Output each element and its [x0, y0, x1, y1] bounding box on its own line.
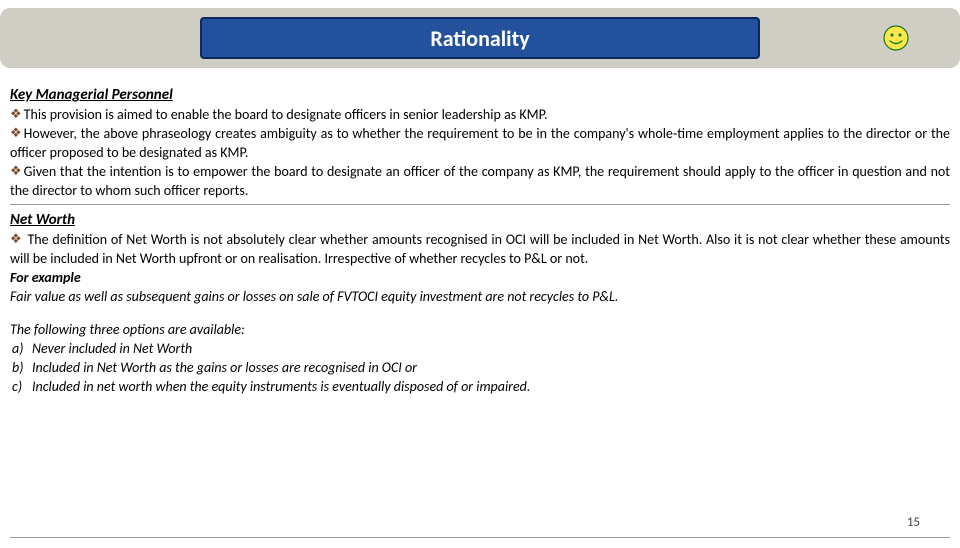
diamond-bullet-icon: ❖: [10, 163, 22, 181]
option-letter: c): [10, 378, 32, 397]
diamond-bullet-icon: ❖: [10, 125, 22, 143]
bullet-item: ❖ The definition of Net Worth is not abs…: [10, 231, 950, 269]
section-heading-networth: Net Worth: [10, 211, 950, 229]
option-text: Included in Net Worth as the gains or lo…: [32, 359, 417, 378]
bullet-item: ❖This provision is aimed to enable the b…: [10, 106, 950, 125]
section-networth: Net Worth ❖ The definition of Net Worth …: [10, 211, 950, 307]
option-item: c) Included in net worth when the equity…: [10, 378, 950, 397]
page-number: 15: [907, 515, 920, 530]
title-banner: Rationality: [0, 8, 960, 68]
diamond-bullet-icon: ❖: [10, 106, 22, 124]
page-title: Rationality: [430, 25, 529, 52]
bullet-text: The definition of Net Worth is not absol…: [10, 231, 950, 267]
content-area: Key Managerial Personnel ❖This provision…: [0, 68, 960, 397]
smiley-icon: [882, 24, 910, 52]
option-item: b) Included in Net Worth as the gains or…: [10, 359, 950, 378]
title-banner-inner: Rationality: [200, 17, 760, 59]
bullet-text: However, the above phraseology creates a…: [10, 125, 950, 161]
bullet-item: ❖Given that the intention is to empower …: [10, 163, 950, 201]
options-intro: The following three options are availabl…: [10, 321, 950, 340]
option-letter: a): [10, 340, 32, 359]
option-text: Never included in Net Worth: [32, 340, 192, 359]
example-text: Fair value as well as subsequent gains o…: [10, 288, 950, 307]
option-item: a) Never included in Net Worth: [10, 340, 950, 359]
section-heading-kmp: Key Managerial Personnel: [10, 86, 950, 104]
bullet-text: Given that the intention is to empower t…: [10, 163, 950, 199]
bullet-text: This provision is aimed to enable the bo…: [24, 106, 548, 123]
section-kmp: Key Managerial Personnel ❖This provision…: [10, 86, 950, 200]
bottom-divider: [10, 537, 950, 538]
options-block: The following three options are availabl…: [10, 321, 950, 397]
diamond-bullet-icon: ❖: [10, 231, 22, 249]
option-text: Included in net worth when the equity in…: [32, 378, 530, 397]
example-label: For example: [10, 269, 950, 288]
bullet-item: ❖However, the above phraseology creates …: [10, 125, 950, 163]
divider: [10, 204, 950, 205]
option-letter: b): [10, 359, 32, 378]
